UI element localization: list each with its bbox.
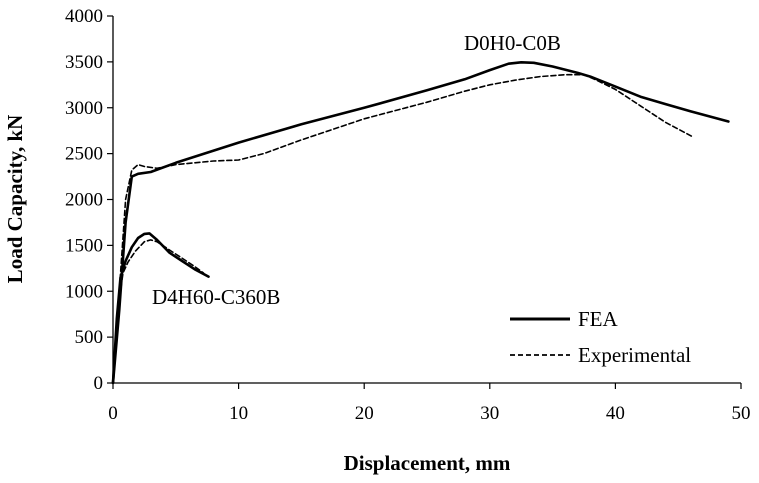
x-tick-label: 40 xyxy=(606,403,625,424)
y-axis-title: Load Capacity, kN xyxy=(3,115,27,284)
series-line-d4h60-c360b-fea xyxy=(111,232,210,385)
series-line-d0h0-c0b-experimental xyxy=(112,73,695,384)
x-tick-label: 0 xyxy=(108,403,118,424)
x-tick-label: 50 xyxy=(732,403,751,424)
y-tick-label: 500 xyxy=(75,327,104,348)
y-tick-label: 3500 xyxy=(65,52,103,73)
x-tick-label: 20 xyxy=(355,403,374,424)
series-layer xyxy=(111,60,730,385)
x-tick-label: 10 xyxy=(229,403,248,424)
y-axis-ticks: 0 500 1000 1500 2000 2500 3000 3500 4000 xyxy=(65,6,113,394)
legend-experimental-label: Experimental xyxy=(578,343,691,367)
x-tick-label: 30 xyxy=(480,403,499,424)
annotation-d0h0-c0b: D0H0-C0B xyxy=(464,31,561,55)
y-tick-label: 4000 xyxy=(65,6,103,27)
legend-fea-label: FEA xyxy=(578,307,619,331)
series-line-d0h0-c0b-fea xyxy=(111,60,730,385)
x-axis-ticks: 0 10 20 30 40 50 xyxy=(108,383,751,424)
series-line-d4h60-c360b-experimental xyxy=(112,239,205,384)
y-tick-label: 3000 xyxy=(65,98,103,119)
y-tick-label: 0 xyxy=(94,373,104,394)
y-tick-label: 2500 xyxy=(65,144,103,165)
y-tick-label: 1000 xyxy=(65,281,103,302)
annotation-d4h60-c360b: D4H60-C360B xyxy=(152,285,280,309)
x-axis-title: Displacement, mm xyxy=(344,451,511,475)
legend: FEA Experimental xyxy=(510,307,691,367)
y-tick-label: 1500 xyxy=(65,235,103,256)
y-tick-label: 2000 xyxy=(65,190,103,211)
